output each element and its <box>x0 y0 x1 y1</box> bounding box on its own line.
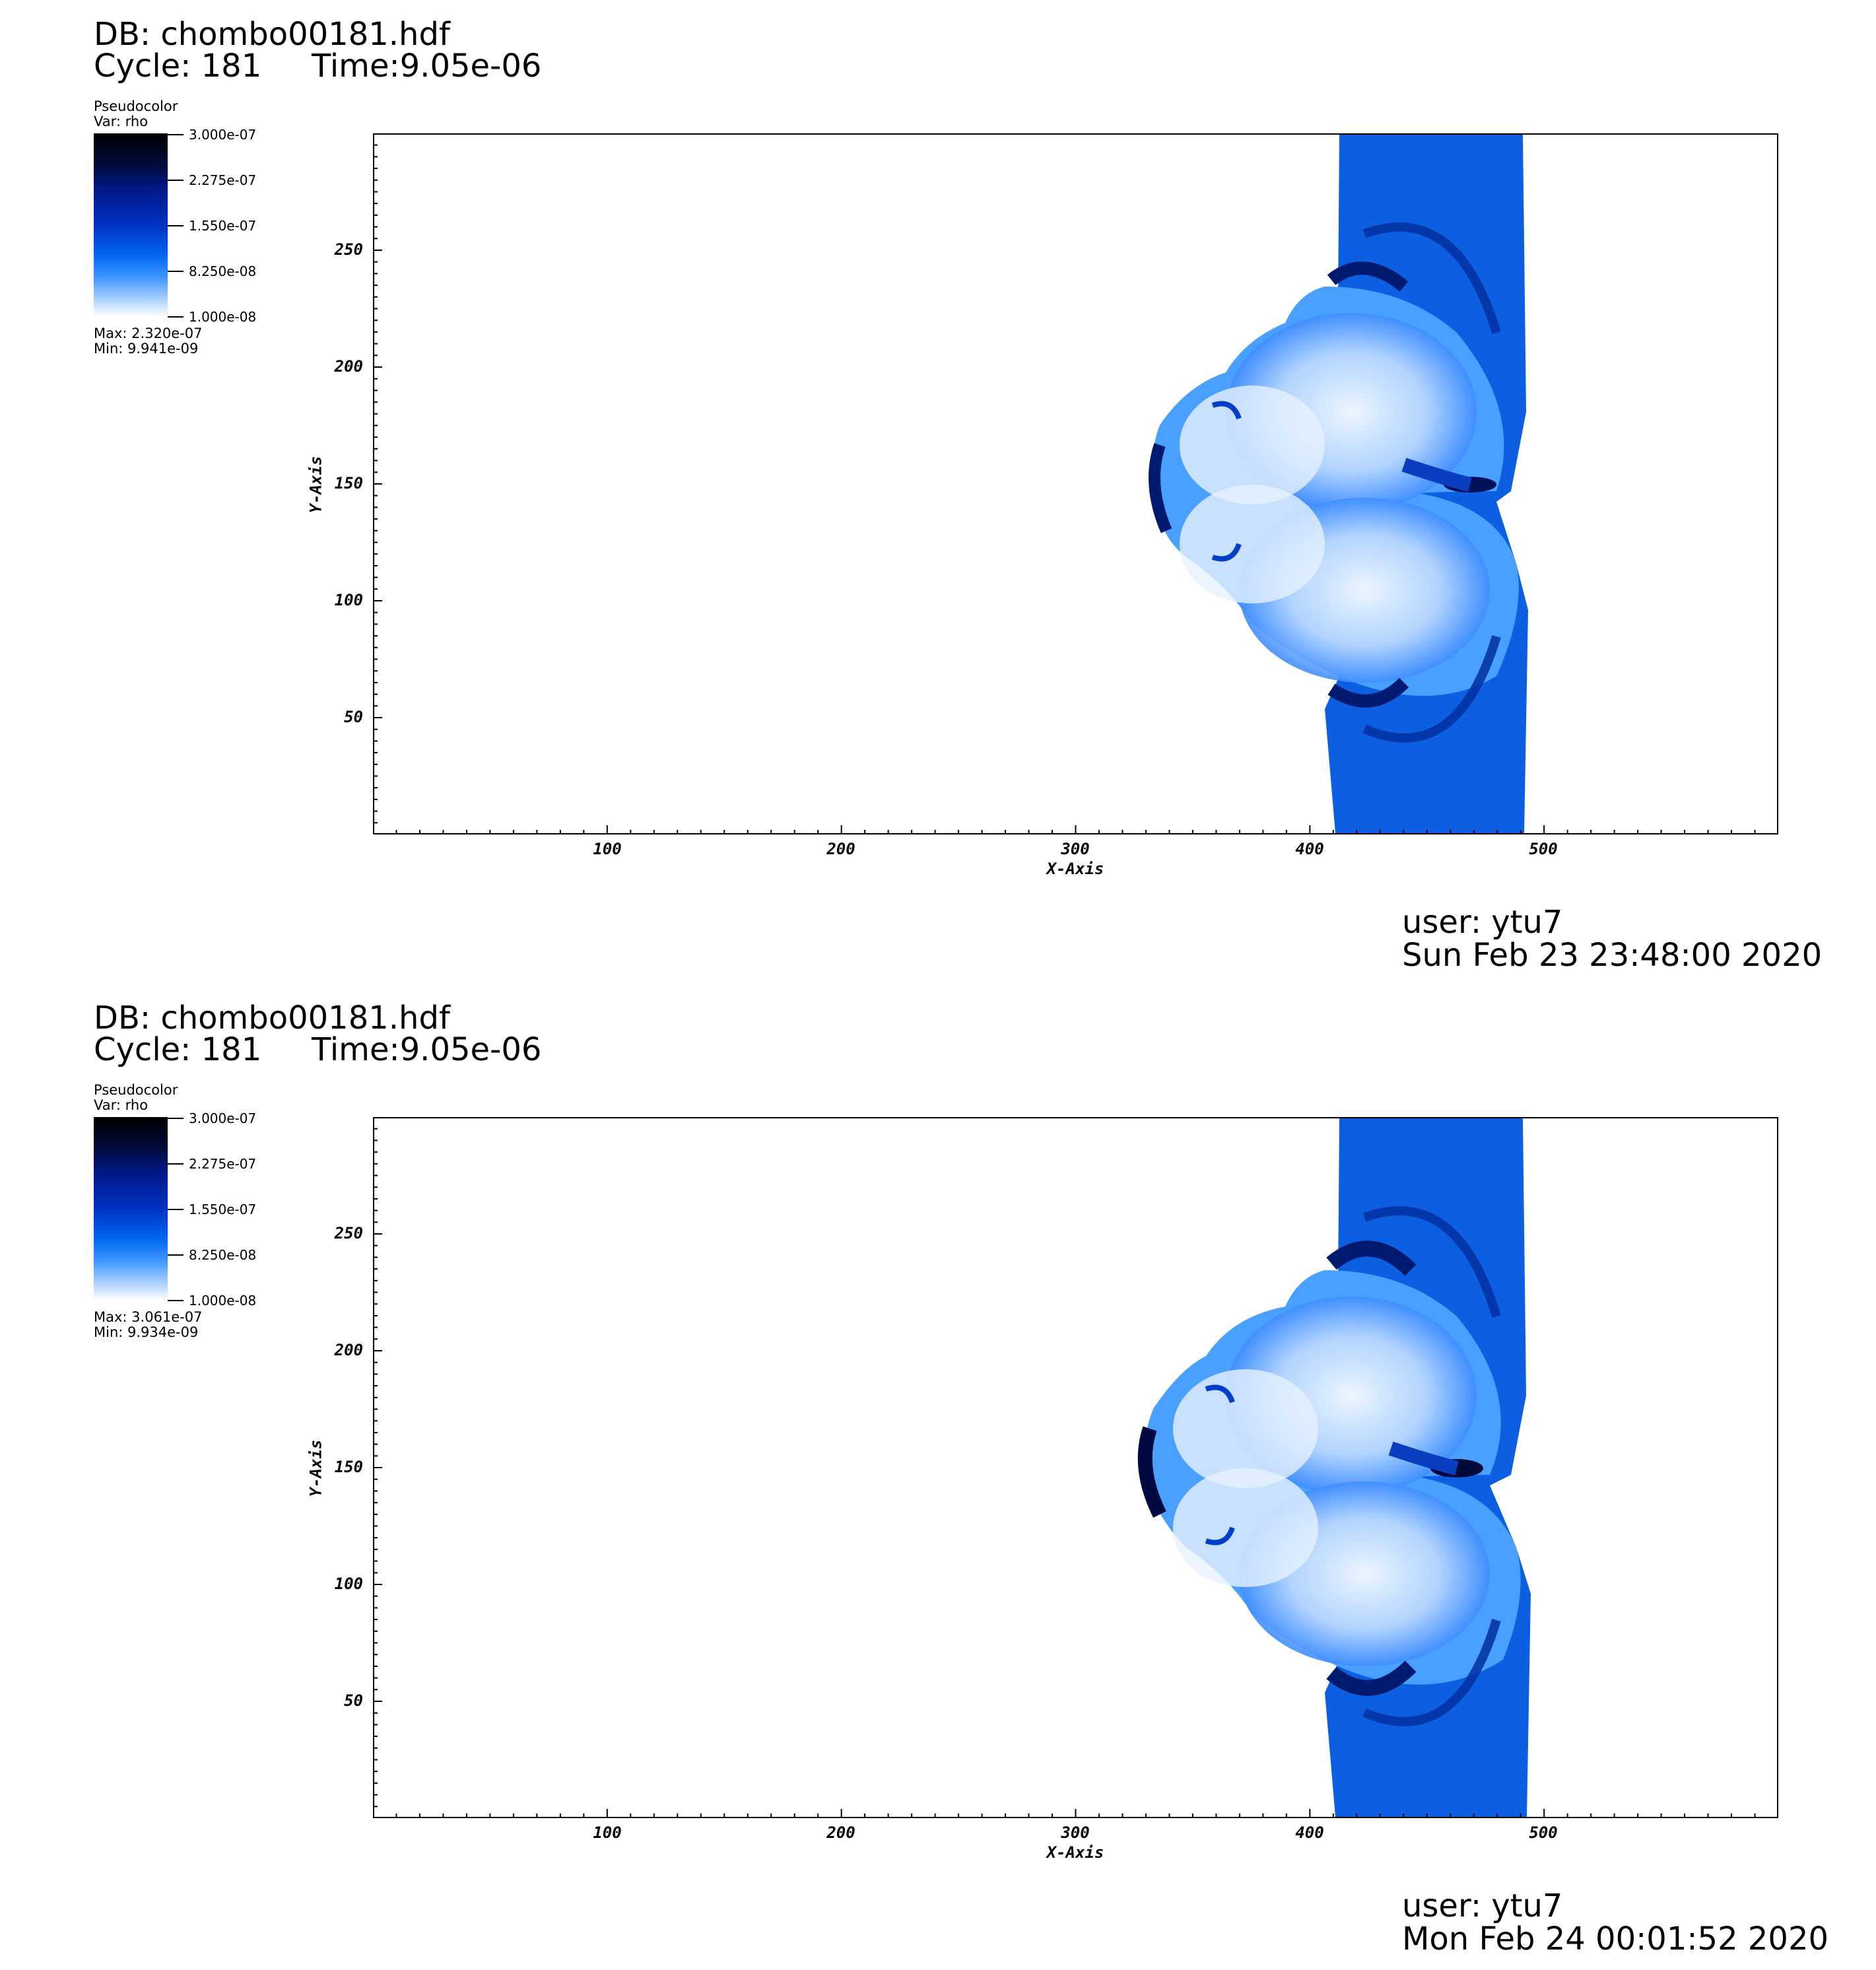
db-title: DB: chombo00181.hdf <box>94 16 450 53</box>
legend-var: Var: rho <box>94 1097 149 1113</box>
y-tick-label: 100 <box>334 591 363 609</box>
y-axis-label: Y-Axis <box>306 1439 325 1497</box>
colorbar-tick-label: 1.550e-07 <box>189 218 257 234</box>
colorbar-tick <box>168 1300 184 1301</box>
x-tick-label: 200 <box>826 1823 855 1842</box>
colorbar-tick-label: 2.275e-07 <box>189 172 257 188</box>
x-tick-label: 400 <box>1295 1823 1324 1842</box>
colorbar-tick <box>168 271 184 272</box>
time-label: Time:9.05e-06 <box>312 1031 542 1068</box>
colorbar-tick <box>168 225 184 226</box>
colorbar-tick <box>168 1209 184 1210</box>
colorbar-tick <box>168 1118 184 1119</box>
legend-min: Min: 9.934e-09 <box>94 1324 199 1340</box>
x-tick-label: 100 <box>593 1823 622 1842</box>
legend-plot-type: Pseudocolor <box>94 98 178 114</box>
colorbar <box>94 1117 168 1301</box>
x-tick-label: 400 <box>1295 840 1324 858</box>
db-title: DB: chombo00181.hdf <box>94 1000 450 1036</box>
colorbar-tick-label: 3.000e-07 <box>189 1110 257 1126</box>
user-label: user: ytu7 <box>1402 1887 1563 1924</box>
legend-max: Max: 3.061e-07 <box>94 1309 203 1325</box>
colorbar-tick-label: 3.000e-07 <box>189 127 257 143</box>
y-tick-label: 200 <box>334 1341 363 1359</box>
y-tick-label: 100 <box>334 1575 363 1593</box>
colorbar <box>94 133 168 317</box>
density-field <box>1149 135 1528 833</box>
cycle-label: Cycle: 181 <box>94 48 262 85</box>
colorbar-tick-label: 8.250e-08 <box>189 263 257 279</box>
x-tick-label: 300 <box>1061 840 1090 858</box>
colorbar-tick <box>168 1163 184 1165</box>
visit-panel-2: DB: chombo00181.hdf Cycle: 181 Time:9.05… <box>0 984 1876 1969</box>
colorbar-tick <box>168 1254 184 1256</box>
y-tick-label: 50 <box>344 708 363 726</box>
date-label: Sun Feb 23 23:48:00 2020 <box>1402 937 1823 974</box>
colorbar-tick-label: 1.550e-07 <box>189 1202 257 1217</box>
colorbar-tick-label: 1.000e-08 <box>189 1293 257 1308</box>
y-tick-label: 150 <box>334 474 363 493</box>
legend-min: Min: 9.941e-09 <box>94 341 199 357</box>
time-label: Time:9.05e-06 <box>312 48 542 85</box>
pseudocolor-plot <box>373 1117 1778 1818</box>
x-tick-label: 500 <box>1529 840 1558 858</box>
x-tick-label: 300 <box>1061 1823 1090 1842</box>
colorbar-tick <box>168 316 184 318</box>
legend-max: Max: 2.320e-07 <box>94 325 203 341</box>
x-tick-label: 200 <box>826 840 855 858</box>
x-tick-label: 500 <box>1529 1823 1558 1842</box>
cycle-label: Cycle: 181 <box>94 1031 262 1068</box>
colorbar-tick-label: 8.250e-08 <box>189 1247 257 1263</box>
colorbar-tick-label: 2.275e-07 <box>189 1156 257 1172</box>
y-axis-label: Y-Axis <box>306 456 325 514</box>
axis-ticks <box>373 144 1756 834</box>
x-tick-label: 100 <box>593 840 622 858</box>
y-tick-label: 250 <box>334 240 363 259</box>
y-tick-label: 150 <box>334 1458 363 1476</box>
user-label: user: ytu7 <box>1402 904 1563 941</box>
x-axis-label: X-Axis <box>1046 860 1104 878</box>
date-label: Mon Feb 24 00:01:52 2020 <box>1402 1920 1829 1957</box>
legend-plot-type: Pseudocolor <box>94 1082 178 1098</box>
x-axis-label: X-Axis <box>1046 1843 1104 1862</box>
y-tick-label: 50 <box>344 1691 363 1710</box>
density-field <box>1137 1118 1531 1817</box>
pseudocolor-plot <box>373 133 1778 834</box>
y-tick-label: 250 <box>334 1224 363 1242</box>
legend-var: Var: rho <box>94 114 149 129</box>
axis-ticks <box>373 1128 1756 1818</box>
visit-panel-1: DB: chombo00181.hdf Cycle: 181 Time:9.05… <box>94 16 1823 974</box>
colorbar-tick <box>168 134 184 135</box>
y-tick-label: 200 <box>334 357 363 376</box>
colorbar-tick <box>168 180 184 181</box>
colorbar-tick-label: 1.000e-08 <box>189 309 257 325</box>
